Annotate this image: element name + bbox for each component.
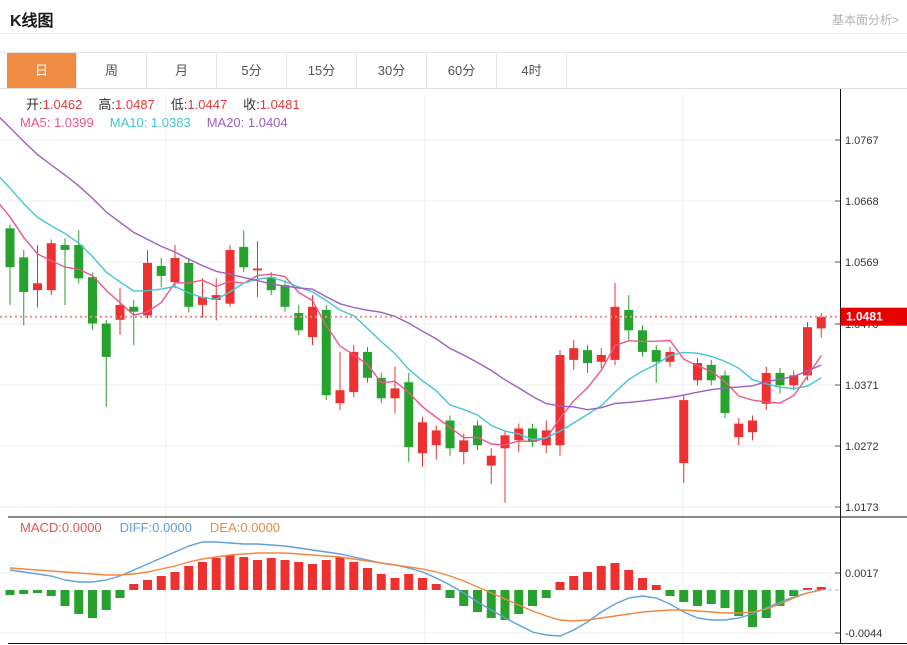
ma20-line [0, 116, 822, 411]
macd-histogram [5, 555, 826, 627]
tab-4时[interactable]: 4时 [497, 53, 567, 88]
price-tick-label: 1.0668 [845, 196, 879, 208]
fundamental-analysis-link[interactable]: 基本面分析> [831, 13, 899, 27]
page-title: K线图 [10, 13, 54, 30]
tab-月[interactable]: 月 [147, 53, 217, 88]
ma-lines [0, 116, 822, 446]
tab-周[interactable]: 周 [77, 53, 147, 88]
ma10-line [0, 176, 822, 441]
ma5-line [0, 203, 822, 446]
candles [5, 224, 826, 503]
tab-日[interactable]: 日 [7, 53, 77, 88]
header: K线图 基本面分析> [0, 0, 907, 34]
macd-tick-label: -0.0044 [845, 628, 882, 640]
panel-borders [8, 88, 907, 644]
macd-tick-label: 0.0017 [845, 568, 879, 580]
dea-line [9, 552, 822, 622]
last-price-badge: 1.0481 [840, 307, 907, 326]
tab-5分[interactable]: 5分 [217, 53, 287, 88]
tab-30分[interactable]: 30分 [357, 53, 427, 88]
tab-60分[interactable]: 60分 [427, 53, 497, 88]
period-tabs: 日周月 5分 15分 30分 60分 4时 [0, 52, 907, 89]
last-price-badge-value: 1.0481 [846, 310, 883, 324]
price-tick-label: 1.0371 [845, 380, 879, 392]
macd-axis: 0.0017 -0.0044 [835, 568, 882, 640]
price-tick-label: 1.0272 [845, 441, 879, 453]
tab-15分[interactable]: 15分 [287, 53, 357, 88]
price-tick-label: 1.0173 [845, 502, 879, 514]
price-tick-label: 1.0569 [845, 257, 879, 269]
diff-line [9, 541, 822, 637]
price-tick-label: 1.0767 [845, 135, 879, 147]
